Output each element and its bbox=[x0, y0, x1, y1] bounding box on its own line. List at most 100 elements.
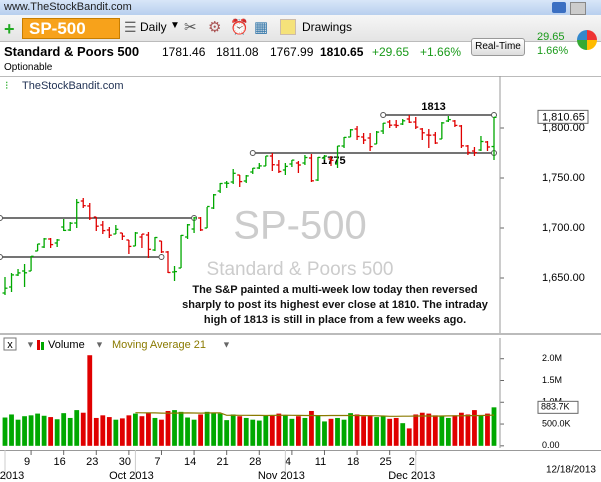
change-abs: 29.65 bbox=[537, 31, 565, 43]
symbol-box[interactable]: SP-500 bbox=[22, 18, 120, 39]
menu-icon[interactable] bbox=[570, 2, 586, 15]
volume-bar bbox=[413, 414, 419, 446]
optionable: Optionable bbox=[4, 62, 53, 73]
volume-bar bbox=[387, 418, 393, 446]
volume-bar bbox=[282, 415, 288, 446]
ma-line bbox=[135, 412, 495, 417]
volume-arrow[interactable]: ▼ bbox=[26, 339, 35, 349]
quote-change: +29.65 bbox=[372, 45, 410, 59]
volume-bar bbox=[250, 419, 256, 446]
close-panel[interactable] bbox=[3, 337, 17, 351]
month-label: Oct 2013 bbox=[109, 470, 154, 482]
note-icon[interactable] bbox=[280, 19, 296, 35]
volume-bar bbox=[113, 419, 119, 446]
last-price-label: 1,810.65 bbox=[542, 111, 585, 123]
volume-bar bbox=[106, 417, 112, 446]
volume-bar bbox=[263, 415, 269, 446]
current-date: 12/18/2013 bbox=[546, 465, 596, 476]
y-tick-label: 1,800.00 bbox=[542, 122, 585, 134]
volume-bar bbox=[335, 417, 340, 446]
volume-bar bbox=[211, 412, 217, 446]
list-icon[interactable]: ☰ bbox=[124, 19, 137, 35]
volume-bar bbox=[289, 418, 295, 446]
volume-bar bbox=[322, 421, 327, 446]
volume-bar bbox=[191, 419, 197, 446]
month-label: Dec 2013 bbox=[388, 470, 435, 482]
volume-bar bbox=[146, 412, 151, 446]
add-icon[interactable]: + bbox=[4, 19, 15, 39]
change-pct-abs: 1.66% bbox=[537, 45, 569, 57]
symbol-input[interactable]: SP-500 bbox=[29, 19, 86, 38]
volume-bar bbox=[276, 413, 282, 446]
site-url: www.TheStockBandit.com bbox=[4, 1, 132, 13]
volume-bar bbox=[380, 416, 386, 446]
volume-bar bbox=[172, 410, 177, 446]
volume-tick-label: 2.0M bbox=[542, 353, 562, 363]
volume-bar bbox=[465, 414, 471, 446]
close-x[interactable]: x bbox=[7, 339, 13, 351]
volume-bar bbox=[452, 415, 458, 446]
volume-bar bbox=[9, 414, 14, 446]
panel-border bbox=[0, 450, 601, 451]
last-price-box bbox=[537, 109, 589, 124]
volume-bar bbox=[328, 418, 334, 446]
x-tick-label: 11 bbox=[315, 456, 326, 468]
volume-bar bbox=[204, 411, 210, 446]
x-tick-label: 30 bbox=[119, 456, 131, 468]
quote-change-pct: +1.66% bbox=[420, 45, 462, 59]
study-icon[interactable]: ⚙ bbox=[208, 19, 222, 36]
volume-bar bbox=[296, 416, 301, 446]
quote-high: 1811.08 bbox=[216, 45, 259, 59]
volume-bar bbox=[22, 416, 27, 446]
volume-bar bbox=[159, 419, 164, 446]
skype-icon[interactable] bbox=[552, 2, 566, 13]
volume-bar bbox=[119, 418, 125, 446]
volume-bar bbox=[302, 417, 308, 446]
x-tick-label: 14 bbox=[184, 456, 196, 468]
ma-arrow[interactable]: ▼ bbox=[222, 339, 231, 349]
month-label: 2013 bbox=[0, 470, 24, 482]
period-select[interactable]: Daily bbox=[140, 20, 167, 34]
x-tick-label: 4 bbox=[285, 456, 291, 468]
volume-bar bbox=[237, 416, 243, 446]
volume-bar bbox=[439, 416, 445, 446]
volume-bar bbox=[152, 417, 158, 446]
volume-arrow[interactable]: ▼ bbox=[95, 339, 104, 349]
quote-bar: Standard & Poors 500 1781.46 1811.08 176… bbox=[0, 30, 601, 76]
toolbar: + SP-500 ☰ Daily ▼ ✂ ⚙ ⏰ ▦ Drawings bbox=[0, 15, 601, 42]
volume-bar bbox=[472, 410, 477, 446]
volume-bar bbox=[35, 413, 40, 446]
volume-bar bbox=[198, 414, 203, 446]
volume-bar bbox=[406, 428, 412, 446]
x-tick-label: 25 bbox=[380, 456, 392, 468]
volume-bar bbox=[341, 419, 347, 446]
panel-border bbox=[0, 333, 601, 335]
x-tick-label: 28 bbox=[249, 456, 261, 468]
watermark-symbol: SP-500 bbox=[233, 204, 366, 248]
realtime-button[interactable]: Real-Time bbox=[471, 38, 525, 56]
volume-bar bbox=[374, 417, 380, 446]
drawings-button[interactable]: Drawings bbox=[302, 20, 353, 34]
calc-icon[interactable]: ▦ bbox=[254, 19, 269, 36]
volume-bar bbox=[80, 412, 86, 446]
ma-legend: Moving Average 21 bbox=[112, 339, 206, 351]
last-volume-label: 883.7K bbox=[541, 402, 570, 412]
annotation: sharply to post its highest ever close a… bbox=[182, 299, 489, 311]
period-arrow[interactable]: ▼ bbox=[170, 20, 180, 31]
quote-low: 1767.99 bbox=[270, 45, 314, 59]
tools-icon[interactable]: ✂ bbox=[184, 19, 197, 36]
volume-bar bbox=[348, 413, 353, 446]
x-tick-label: 21 bbox=[217, 456, 229, 468]
volume-bar bbox=[230, 414, 236, 446]
volume-bar bbox=[178, 411, 184, 446]
color-wheel[interactable] bbox=[577, 30, 597, 50]
volume-bar bbox=[87, 355, 93, 446]
volume-icon bbox=[37, 340, 40, 350]
annotation: The S&P painted a multi-week low today t… bbox=[192, 284, 477, 296]
volume-bar bbox=[93, 417, 99, 446]
last-volume-box bbox=[537, 400, 579, 414]
level-handle bbox=[0, 215, 3, 221]
alarm-icon[interactable]: ⏰ bbox=[230, 19, 249, 36]
volume-bar bbox=[100, 415, 106, 446]
volume-bar bbox=[491, 407, 497, 446]
